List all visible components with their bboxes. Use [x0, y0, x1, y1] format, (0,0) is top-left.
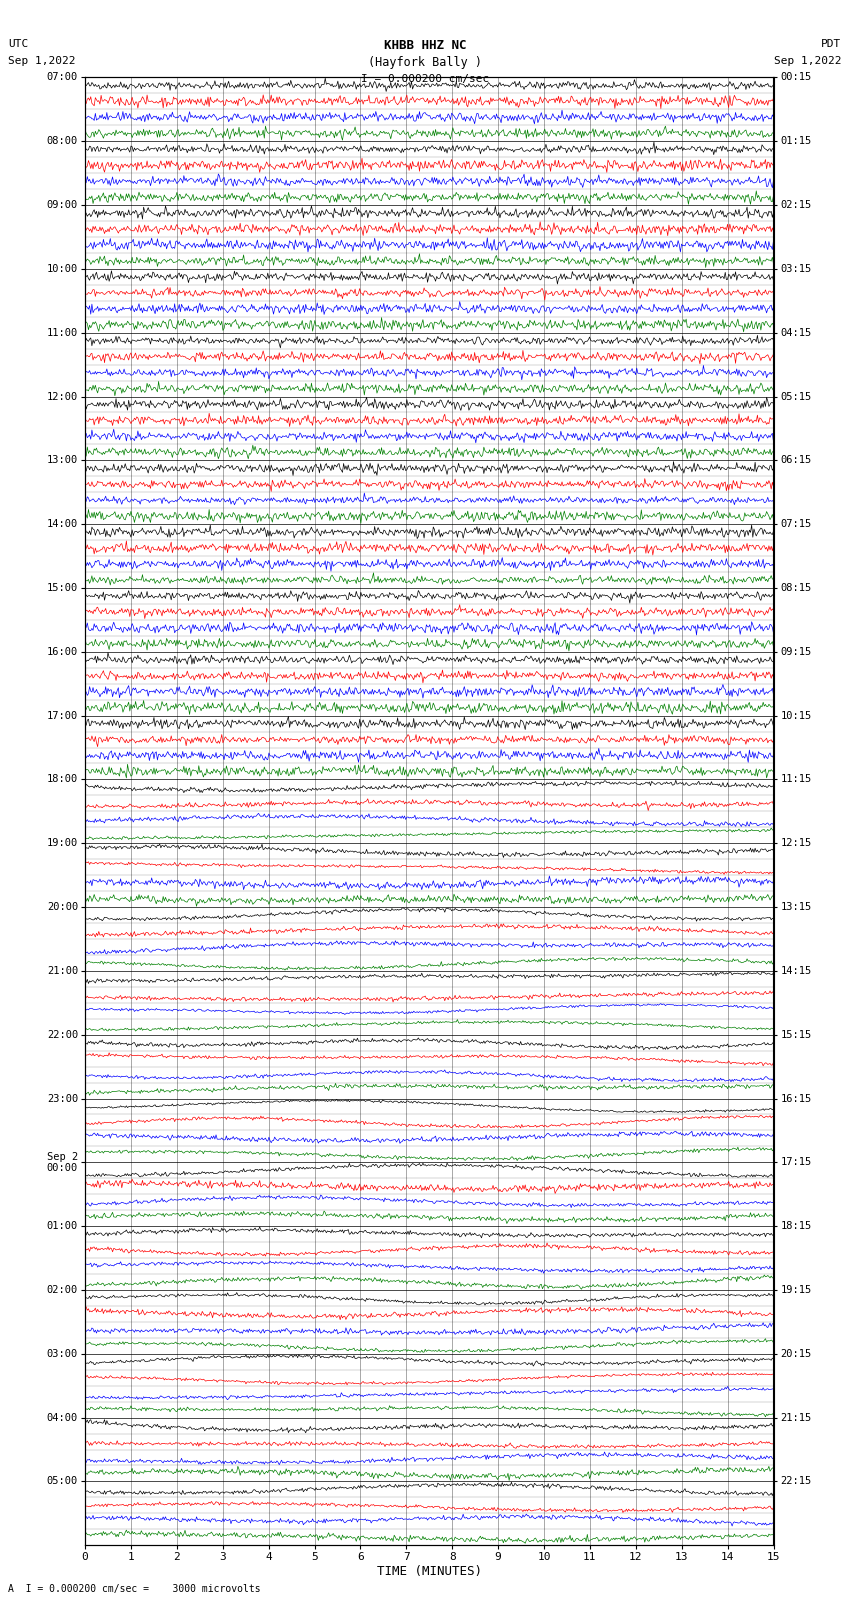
Text: Sep 1,2022: Sep 1,2022: [8, 56, 76, 66]
Text: I = 0.000200 cm/sec: I = 0.000200 cm/sec: [361, 74, 489, 84]
Text: KHBB HHZ NC: KHBB HHZ NC: [383, 39, 467, 52]
Text: A  I = 0.000200 cm/sec =    3000 microvolts: A I = 0.000200 cm/sec = 3000 microvolts: [8, 1584, 261, 1594]
Text: UTC: UTC: [8, 39, 29, 48]
X-axis label: TIME (MINUTES): TIME (MINUTES): [377, 1565, 482, 1578]
Text: PDT: PDT: [821, 39, 842, 48]
Text: Sep 1,2022: Sep 1,2022: [774, 56, 842, 66]
Text: (Hayfork Bally ): (Hayfork Bally ): [368, 56, 482, 69]
